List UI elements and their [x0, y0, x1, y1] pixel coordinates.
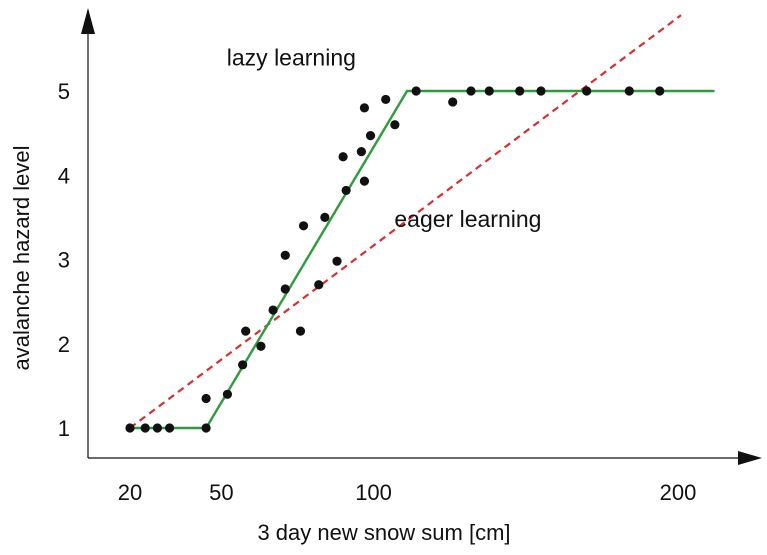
data-point: [238, 360, 248, 370]
eager-learning-annotation: eager learning: [394, 206, 541, 232]
data-point: [201, 423, 211, 433]
data-point: [125, 423, 135, 433]
y-tick-labels: 1 2 3 4 5: [58, 79, 70, 441]
lazy-learning-annotation: lazy learning: [227, 44, 356, 70]
x-tick-label: 50: [209, 480, 233, 505]
data-point: [201, 393, 211, 404]
data-point: [655, 86, 665, 96]
x-tick-labels: 20 50 100 200: [118, 480, 697, 505]
y-axis-arrow: [81, 8, 95, 34]
data-point: [256, 341, 266, 351]
data-point: [320, 212, 330, 222]
data-point: [536, 86, 546, 96]
data-point: [332, 256, 342, 266]
x-axis-label: 3 day new snow sum [cm]: [257, 520, 510, 545]
eager-learning-line: [129, 14, 682, 429]
data-point: [152, 423, 162, 433]
y-axis-label: avalanche hazard level: [9, 145, 34, 370]
data-points: [125, 86, 665, 433]
data-point: [140, 423, 150, 433]
data-point: [359, 176, 370, 186]
data-point: [314, 280, 324, 290]
data-point: [466, 86, 476, 96]
x-tick-label: 100: [355, 480, 392, 505]
x-tick-label: 200: [660, 480, 697, 505]
data-point: [298, 221, 309, 231]
data-point: [338, 152, 348, 162]
data-point: [515, 86, 525, 96]
axes: [81, 8, 762, 465]
y-tick-label: 1: [58, 416, 70, 441]
data-point: [268, 305, 278, 315]
data-point: [381, 94, 391, 105]
x-tick-label: 20: [118, 480, 142, 505]
y-tick-label: 3: [58, 248, 70, 273]
data-point: [448, 97, 458, 107]
lazy-learning-line: [130, 89, 715, 430]
data-point: [356, 147, 366, 157]
y-tick-label: 2: [58, 332, 70, 357]
data-point: [624, 86, 634, 96]
data-point: [241, 326, 251, 336]
data-point: [484, 86, 494, 96]
data-point: [341, 185, 351, 196]
y-tick-label: 5: [58, 79, 70, 104]
data-point: [582, 86, 592, 96]
data-point: [280, 284, 290, 294]
data-point: [359, 103, 370, 113]
data-point: [280, 250, 290, 260]
x-axis-arrow: [738, 451, 762, 465]
data-point: [295, 326, 306, 336]
data-point: [222, 389, 233, 399]
data-point: [365, 131, 376, 141]
data-point: [164, 423, 175, 433]
data-point: [390, 120, 400, 130]
y-tick-label: 4: [58, 163, 70, 188]
annotations: lazy learning eager learning: [227, 44, 542, 232]
data-point: [411, 86, 421, 96]
